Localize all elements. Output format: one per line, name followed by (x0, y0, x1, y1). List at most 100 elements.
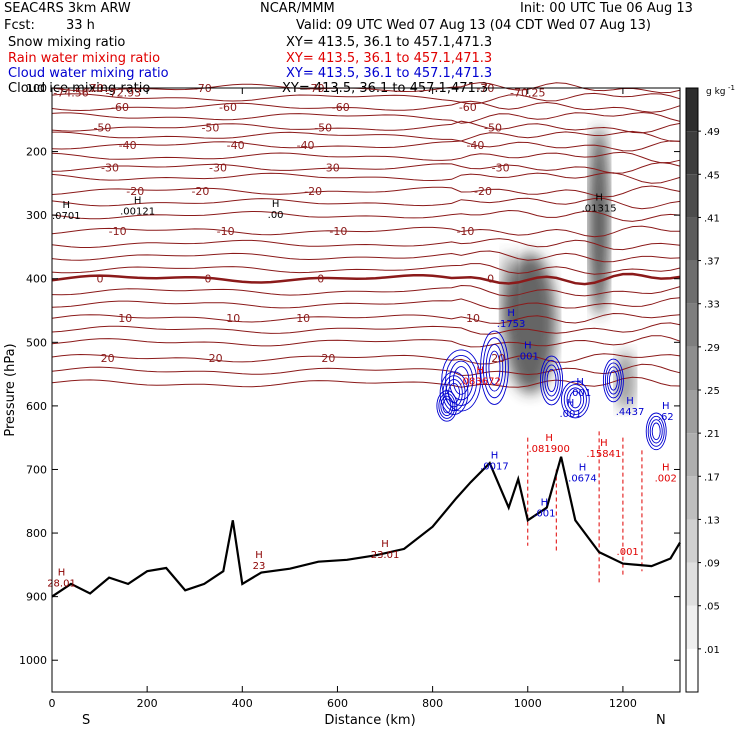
extremum-value: .001 (533, 509, 555, 520)
colorbar-segment (686, 346, 698, 390)
field-cloudwater-name: Cloud water mixing ratio (8, 66, 169, 81)
extremum-value: .4437 (616, 407, 645, 418)
extremum-value: .0701 (52, 211, 81, 222)
temperature-contour (51, 209, 681, 222)
extremum-value: .62 (658, 412, 674, 423)
colorbar-segment (686, 648, 698, 692)
model-title: SEAC4RS 3km ARW (4, 1, 131, 16)
temperature-contour (51, 185, 681, 198)
temperature-contour-label: 0 (317, 273, 324, 286)
cloud-water-contour (485, 343, 504, 392)
x-end-label-left: S (82, 713, 90, 728)
temperature-contour (51, 238, 681, 251)
cloud-water-contour (606, 366, 620, 395)
colorbar-tick-label: .09 (704, 559, 720, 570)
cloud-water-contour (602, 358, 624, 403)
y-tick-label: 900 (26, 591, 47, 604)
cloud-water-contour (452, 366, 470, 395)
temperature-contour (51, 312, 681, 324)
temperature-contour (51, 322, 681, 335)
forecast-value: 33 h (66, 18, 95, 33)
temperature-contour-label: -20 (126, 185, 144, 198)
temperature-contour-label: 0 (487, 273, 494, 286)
extremum-marker: H (272, 199, 280, 210)
extremum-marker: H (579, 463, 587, 474)
colorbar-tick-label: .01 (704, 645, 720, 656)
temperature-contour (51, 297, 681, 310)
x-tick-label: 800 (422, 697, 443, 710)
extremum-value: .001 (559, 409, 581, 420)
temperature-contour-label: -50 (484, 121, 502, 134)
cloud-water-contour (608, 370, 618, 391)
temperature-contour-label: 0 (205, 273, 212, 286)
extremum-marker: H (576, 377, 584, 388)
temperature-contour-label: -30 (492, 161, 510, 174)
snow-plume (504, 253, 557, 394)
extremum-marker: H (600, 438, 608, 449)
init-time: Init: 00 UTC Tue 06 Aug 13 (520, 1, 693, 16)
field-snow-xy: XY= 413.5, 36.1 to 457.1,471.3 (286, 35, 493, 50)
snow-plume (500, 251, 517, 332)
extremum-marker: H (595, 192, 603, 203)
temperature-contour-label: -10 (456, 225, 474, 238)
extremum-value: .0674 (568, 474, 597, 485)
cloud-water-contour (439, 371, 469, 416)
colorbar-tick-label: .29 (704, 343, 720, 354)
colorbar-tick-label: .45 (704, 170, 720, 181)
valid-time: Valid: 09 UTC Wed 07 Aug 13 (04 CDT Wed … (296, 18, 651, 33)
y-axis-label: Pressure (hPa) (3, 343, 18, 436)
cloud-water-contour (544, 364, 559, 397)
cloud-water-contour (645, 412, 667, 451)
temperature-contour-label: -10 (109, 225, 127, 238)
temperature-contour-label: 0 (97, 273, 104, 286)
temperature-contour (51, 263, 681, 275)
extremum-value: .001 (517, 352, 539, 363)
temperature-contours (51, 82, 681, 388)
field-snow-name: Snow mixing ratio (8, 35, 126, 50)
extremum-marker: H (134, 196, 142, 207)
extremum-value: .00121 (120, 207, 155, 218)
cloud-water-contour (604, 362, 622, 399)
extremum-value: .001 (569, 388, 591, 399)
cloud-water-contour (569, 390, 582, 409)
y-tick-label: 700 (26, 463, 47, 476)
colorbar-segment (686, 174, 698, 218)
colorbar-tick-label: .25 (704, 386, 720, 397)
extremum-value: .15841 (586, 449, 621, 460)
temperature-contour (51, 120, 681, 134)
field-rain-xy: XY= 413.5, 36.1 to 457.1,471.3 (286, 51, 493, 66)
colorbar-segment (686, 260, 698, 304)
colorbar-unit-exponent: -1 (728, 84, 735, 92)
cloud-water-contours (436, 330, 667, 584)
cloud-water-contour (560, 380, 590, 419)
temperature-contour (51, 82, 681, 94)
temperature-contour-label: -40 (297, 139, 315, 152)
extremum-marker: H (255, 550, 263, 561)
temperature-contour (51, 111, 681, 124)
temperature-contour-label: -60 (219, 101, 237, 114)
contour-extreme-label: -72.93 (106, 86, 141, 99)
contour-labels: -70 -70 -70 -70-60 -60 -60 -60-50 -50 -50 -50-40-… (47, 82, 677, 590)
cloud-water-contour (546, 368, 557, 393)
extremum-marker: H (491, 451, 499, 462)
plot-frame (51, 87, 681, 693)
temperature-contour (51, 335, 681, 348)
y-tick-label: 400 (26, 273, 47, 286)
cloud-water-contour (445, 355, 478, 406)
extremum-marker: H (381, 539, 389, 550)
extremum-value: 23.01 (371, 550, 400, 561)
axes: 0 200 400 600 800 1000 12001002003004005006007… (19, 82, 680, 710)
temperature-contour-label: -40 (227, 139, 245, 152)
colorbar-tick-label: .17 (704, 472, 720, 483)
field-cloudwater-xy: XY= 413.5, 36.1 to 457.1,471.3 (286, 66, 493, 81)
colorbar-tick-label: .13 (704, 515, 720, 526)
temperature-contour (51, 92, 681, 105)
temperature-contour-label: 20 (209, 352, 223, 365)
cloud-water-contour (438, 392, 456, 419)
colorbar-tick-label: .05 (704, 602, 720, 613)
temperature-contour-label: -20 (304, 185, 322, 198)
colorbar-segment (686, 519, 698, 563)
y-tick-label: 800 (26, 527, 47, 540)
temperature-contour-label: 20 (321, 352, 335, 365)
terrain-line (51, 456, 681, 598)
